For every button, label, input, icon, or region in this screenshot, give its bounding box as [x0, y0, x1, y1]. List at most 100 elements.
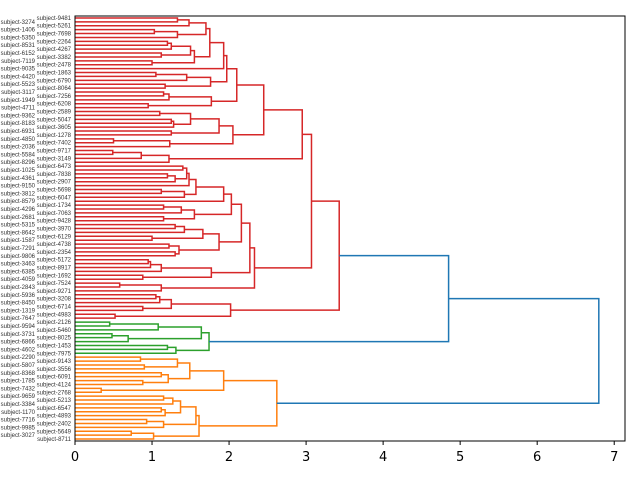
leaf-label: subject-9143: [37, 359, 72, 365]
leaf-label: subject-7647: [1, 316, 36, 322]
leaf-label: subject-2402: [37, 421, 72, 427]
leaf-label: subject-5807: [1, 363, 36, 369]
dendrogram-link: [211, 67, 238, 103]
dendrogram-link: [168, 362, 191, 380]
leaf-label: subject-4850: [1, 137, 36, 143]
dendrogram-link: [75, 91, 165, 97]
dendrogram-link: [75, 294, 157, 300]
dendrogram-link: [211, 222, 251, 274]
leaf-label: subject-3274: [1, 20, 36, 26]
leaf-label: subject-6047: [37, 195, 72, 201]
dendrogram-link: [75, 334, 129, 343]
dendrogram-link: [75, 28, 156, 35]
dendrogram-link: [75, 102, 149, 109]
dendrogram-link: [75, 323, 159, 331]
leaf-label: subject-4267: [37, 47, 72, 53]
dendrogram-link: [75, 420, 165, 429]
leaf-label: subject-3556: [37, 367, 72, 373]
leaf-label: subject-5172: [37, 258, 72, 264]
leaf-label: subject-5649: [37, 429, 72, 435]
dendrogram-link: [75, 251, 176, 257]
dendrogram-link: [75, 140, 171, 148]
leaf-label: subject-6473: [37, 164, 72, 170]
leaf-label: subject-5261: [37, 24, 72, 30]
leaf-label: subject-2681: [1, 215, 36, 221]
leaf-label: subject-1734: [37, 203, 72, 209]
leaf-label: subject-7432: [1, 386, 36, 392]
leaf-label: subject-4059: [1, 277, 36, 283]
dendrogram-link: [75, 42, 173, 50]
leaf-label: subject-5936: [1, 293, 36, 299]
leaf-label: subject-7256: [37, 94, 72, 100]
leaf-label: subject-5047: [37, 117, 72, 123]
dendrogram-link: [75, 395, 165, 401]
dendrogram-link: [142, 267, 213, 278]
leaf-label: subject-8711: [37, 437, 72, 443]
dendrogram-link: [75, 260, 152, 269]
leaf-label: subject-8368: [1, 371, 36, 377]
leaf-label: subject-8183: [1, 121, 36, 127]
x-axis: 0 1 2 3 4 5 6 7: [71, 441, 618, 465]
leaf-label: subject-8531: [1, 43, 36, 49]
leaf-label: subject-2264: [37, 39, 72, 45]
leaf-label: subject-2478: [37, 63, 72, 69]
dendrogram-link: [75, 379, 144, 386]
dendrogram-links: [75, 17, 600, 440]
dendrogram-link: [75, 165, 184, 171]
x-tick-label: 0: [71, 450, 79, 465]
dendrogram-link: [75, 151, 142, 160]
dendrogram-link: [75, 235, 153, 241]
leaf-label: subject-9362: [1, 113, 36, 119]
dendrogram-link: [75, 204, 165, 210]
dendrogram-link: [276, 297, 600, 404]
dendrogram-link: [75, 188, 163, 195]
dendrogram-link: [163, 406, 197, 426]
dendrogram-link: [75, 93, 170, 101]
leaf-label: subject-5315: [1, 223, 36, 229]
leaf-label: subject-1453: [37, 343, 72, 349]
dendrogram-link: [75, 40, 169, 46]
leaf-label: subject-1406: [1, 28, 36, 34]
leaf-label: subject-6152: [1, 51, 36, 57]
leaf-label: subject-4420: [1, 74, 36, 80]
leaf-label: subject-4738: [37, 242, 72, 248]
leaf-label: subject-1785: [1, 379, 36, 385]
dendrogram-link: [75, 346, 177, 355]
dendrogram-link: [75, 364, 146, 370]
leaf-label: subject-4124: [37, 382, 72, 388]
dendrogram-link: [178, 233, 220, 251]
dendrogram-link: [75, 409, 166, 417]
leaf-label: subject-1170: [1, 410, 36, 416]
dendrogram-link: [165, 400, 182, 414]
leaf-label: subject-3117: [1, 90, 36, 96]
leaf-label: subject-2907: [37, 180, 72, 186]
leaf-label: subject-6385: [1, 269, 36, 275]
leaf-label: subject-9481: [37, 16, 72, 22]
dendrogram-link: [140, 358, 179, 368]
x-tick-label: 7: [610, 450, 618, 465]
dendrogram-link: [75, 149, 114, 156]
dendrogram-link: [75, 333, 113, 339]
leaf-label: subject-6129: [37, 234, 72, 240]
leaf-label: subject-9985: [1, 425, 36, 431]
leaf-label: subject-3027: [1, 433, 36, 439]
dendrogram-link: [75, 387, 102, 394]
dendrogram-link: [75, 110, 161, 117]
dendrogram-link: [75, 430, 132, 436]
dendrogram-link: [75, 120, 175, 128]
dendrogram-link: [219, 203, 243, 243]
leaf-label: subject-9717: [37, 149, 72, 155]
dendrogram-link: [184, 178, 197, 196]
leaf-label: subject-2126: [37, 320, 72, 326]
dendrogram-link: [75, 418, 148, 425]
dendrogram-link: [75, 175, 176, 183]
dendrogram-link: [75, 17, 179, 23]
dendrogram-link: [75, 71, 157, 78]
dendrogram-link: [115, 303, 232, 317]
dendrogram-link: [75, 118, 173, 124]
leaf-label: subject-3731: [1, 332, 36, 338]
leaf-label: subject-4893: [37, 414, 72, 420]
dendrogram-link: [75, 223, 176, 230]
dendrogram-link: [75, 432, 155, 440]
